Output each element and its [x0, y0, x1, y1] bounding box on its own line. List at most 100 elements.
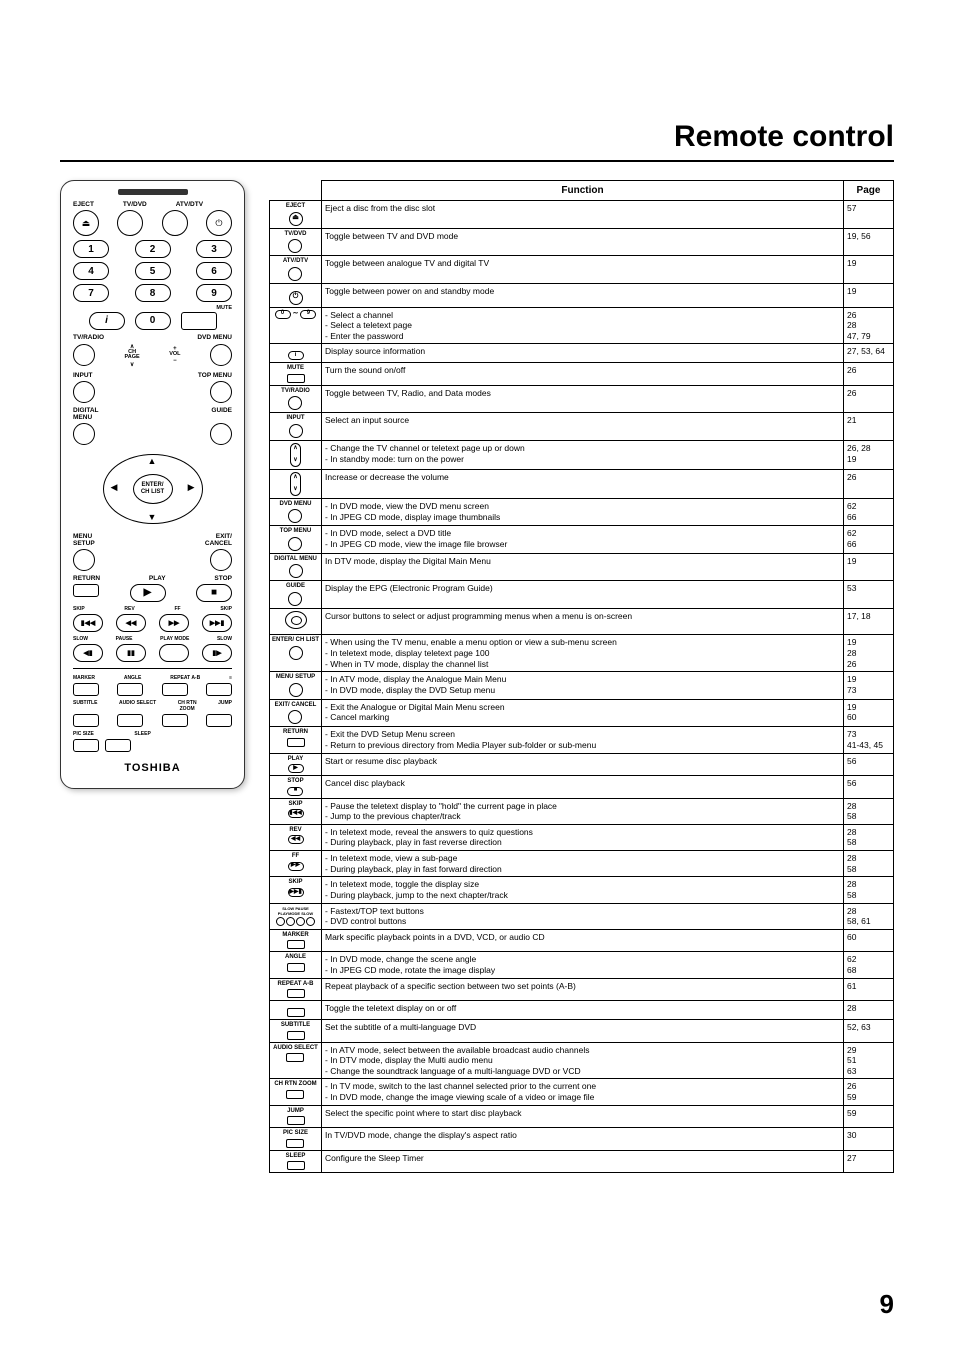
- lbl-dvdmenu: DVD MENU: [197, 334, 232, 341]
- function-cell: Toggle between TV, Radio, and Data modes: [322, 385, 844, 413]
- function-cell: Cursor buttons to select or adjust progr…: [322, 608, 844, 635]
- page-title: Remote control: [60, 120, 894, 154]
- table-row: SLOW PAUSE PLAYMODE SLOWFastext/TOP text…: [270, 903, 894, 929]
- button-icon-cell: [270, 608, 322, 635]
- table-row: EJECT⏏Eject a disc from the disc slot57: [270, 201, 894, 229]
- button-icon-cell: SLEEP: [270, 1150, 322, 1173]
- page-cell: 26 28 47, 79: [844, 307, 894, 344]
- page-cell: 28 58: [844, 851, 894, 877]
- table-row: TOP MENUIn DVD mode, select a DVD titleI…: [270, 526, 894, 554]
- button-icon-cell: [270, 1001, 322, 1020]
- button-icon-cell: DIGITAL MENU: [270, 553, 322, 581]
- button-icon-cell: REPEAT A-B: [270, 978, 322, 1001]
- page-cell: 17, 18: [844, 608, 894, 635]
- function-cell: Change the TV channel or teletext page u…: [322, 440, 844, 469]
- button-icon-cell: SUBTITLE: [270, 1020, 322, 1043]
- remote-illustration: EJECT TV/DVD ATV/DTV ⏏ ⏻ 123 456 789 MUT…: [60, 180, 245, 789]
- page-cell: 28 58: [844, 877, 894, 903]
- button-icon-cell: DVD MENU: [270, 498, 322, 526]
- table-row: iDisplay source information27, 53, 64: [270, 344, 894, 363]
- table-row: SLEEPConfigure the Sleep Timer27: [270, 1150, 894, 1173]
- table-row: SUBTITLESet the subtitle of a multi-lang…: [270, 1020, 894, 1043]
- function-cell: Toggle between analogue TV and digital T…: [322, 256, 844, 284]
- button-icon-cell: i: [270, 344, 322, 363]
- page-cell: 19 73: [844, 672, 894, 700]
- function-table: Function Page EJECT⏏Eject a disc from th…: [269, 180, 894, 1173]
- function-cell: Select an input source: [322, 413, 844, 441]
- page-cell: 57: [844, 201, 894, 229]
- page-cell: 21: [844, 413, 894, 441]
- button-icon-cell: JUMP: [270, 1105, 322, 1128]
- page-number: 9: [880, 1289, 894, 1320]
- btn-atvdtv: [162, 210, 188, 236]
- function-cell: Increase or decrease the volume: [322, 469, 844, 498]
- btn-power: ⏻: [206, 210, 232, 236]
- page-cell: 19 28 26: [844, 635, 894, 672]
- table-row: REPEAT A-BRepeat playback of a specific …: [270, 978, 894, 1001]
- brand-logo: TOSHIBA: [69, 762, 236, 774]
- page-cell: 28: [844, 1001, 894, 1020]
- table-row: DVD MENUIn DVD mode, view the DVD menu s…: [270, 498, 894, 526]
- function-cell: In teletext mode, toggle the display siz…: [322, 877, 844, 903]
- page-cell: 26 59: [844, 1079, 894, 1105]
- dpad: ENTER/CH LIST ▲▼◀▶: [93, 449, 213, 529]
- function-cell: Toggle between TV and DVD mode: [322, 228, 844, 256]
- function-cell: Turn the sound on/off: [322, 363, 844, 386]
- th-function: Function: [322, 181, 844, 201]
- button-icon-cell: PIC SIZE: [270, 1128, 322, 1151]
- function-cell: Eject a disc from the disc slot: [322, 201, 844, 229]
- table-row: REV◀◀In teletext mode, reveal the answer…: [270, 824, 894, 850]
- lbl-exitcancel: EXIT/ CANCEL: [205, 533, 232, 547]
- table-row: ENTER/ CH LISTWhen using the TV menu, en…: [270, 635, 894, 672]
- page-cell: 52, 63: [844, 1020, 894, 1043]
- page-cell: 26: [844, 363, 894, 386]
- button-icon-cell: FF▶▶: [270, 851, 322, 877]
- table-row: MUTETurn the sound on/off26: [270, 363, 894, 386]
- lbl-guide: GUIDE: [211, 407, 232, 421]
- page-cell: 19: [844, 256, 894, 284]
- page-cell: 73 41-43, 45: [844, 727, 894, 753]
- table-row: ∧∨Increase or decrease the volume26: [270, 469, 894, 498]
- button-icon-cell: SKIP▶▶▮: [270, 877, 322, 903]
- button-icon-cell: ⏻: [270, 283, 322, 307]
- page-cell: 27, 53, 64: [844, 344, 894, 363]
- function-cell: Cancel disc playback: [322, 776, 844, 799]
- page-cell: 19: [844, 553, 894, 581]
- page-cell: 28 58, 61: [844, 903, 894, 929]
- table-row: Toggle the teletext display on or off28: [270, 1001, 894, 1020]
- function-cell: Set the subtitle of a multi-language DVD: [322, 1020, 844, 1043]
- table-row: MENU SETUPIn ATV mode, display the Analo…: [270, 672, 894, 700]
- table-row: AUDIO SELECTIn ATV mode, select between …: [270, 1042, 894, 1079]
- function-cell: Configure the Sleep Timer: [322, 1150, 844, 1173]
- button-icon-cell: EJECT⏏: [270, 201, 322, 229]
- page-cell: 27: [844, 1150, 894, 1173]
- table-row: FF▶▶In teletext mode, view a sub-pageDur…: [270, 851, 894, 877]
- lbl-mute: MUTE: [216, 306, 232, 312]
- function-cell: Display the EPG (Electronic Program Guid…: [322, 581, 844, 609]
- function-cell: Fastext/TOP text buttonsDVD control butt…: [322, 903, 844, 929]
- button-icon-cell: INPUT: [270, 413, 322, 441]
- btn-eject: ⏏: [73, 210, 99, 236]
- button-icon-cell: ENTER/ CH LIST: [270, 635, 322, 672]
- lbl-topmenu: TOP MENU: [198, 372, 232, 379]
- page-cell: 62 66: [844, 526, 894, 554]
- button-icon-cell: PLAY▶: [270, 753, 322, 776]
- page-cell: 28 58: [844, 798, 894, 824]
- function-cell: In ATV mode, select between the availabl…: [322, 1042, 844, 1079]
- table-row: INPUTSelect an input source21: [270, 413, 894, 441]
- function-cell: Pause the teletext display to "hold" the…: [322, 798, 844, 824]
- table-row: ⏻Toggle between power on and standby mod…: [270, 283, 894, 307]
- button-icon-cell: MUTE: [270, 363, 322, 386]
- function-cell: In TV mode, switch to the last channel s…: [322, 1079, 844, 1105]
- function-cell: Toggle between power on and standby mode: [322, 283, 844, 307]
- table-row: TV/DVDToggle between TV and DVD mode19, …: [270, 228, 894, 256]
- button-icon-cell: EXIT/ CANCEL: [270, 699, 322, 727]
- lbl-eject: EJECT: [73, 201, 94, 208]
- page-cell: 56: [844, 753, 894, 776]
- table-row: PIC SIZEIn TV/DVD mode, change the displ…: [270, 1128, 894, 1151]
- function-cell: In teletext mode, reveal the answers to …: [322, 824, 844, 850]
- page-cell: 19, 56: [844, 228, 894, 256]
- page-cell: 62 68: [844, 952, 894, 978]
- table-row: STOP■Cancel disc playback56: [270, 776, 894, 799]
- page-cell: 62 66: [844, 498, 894, 526]
